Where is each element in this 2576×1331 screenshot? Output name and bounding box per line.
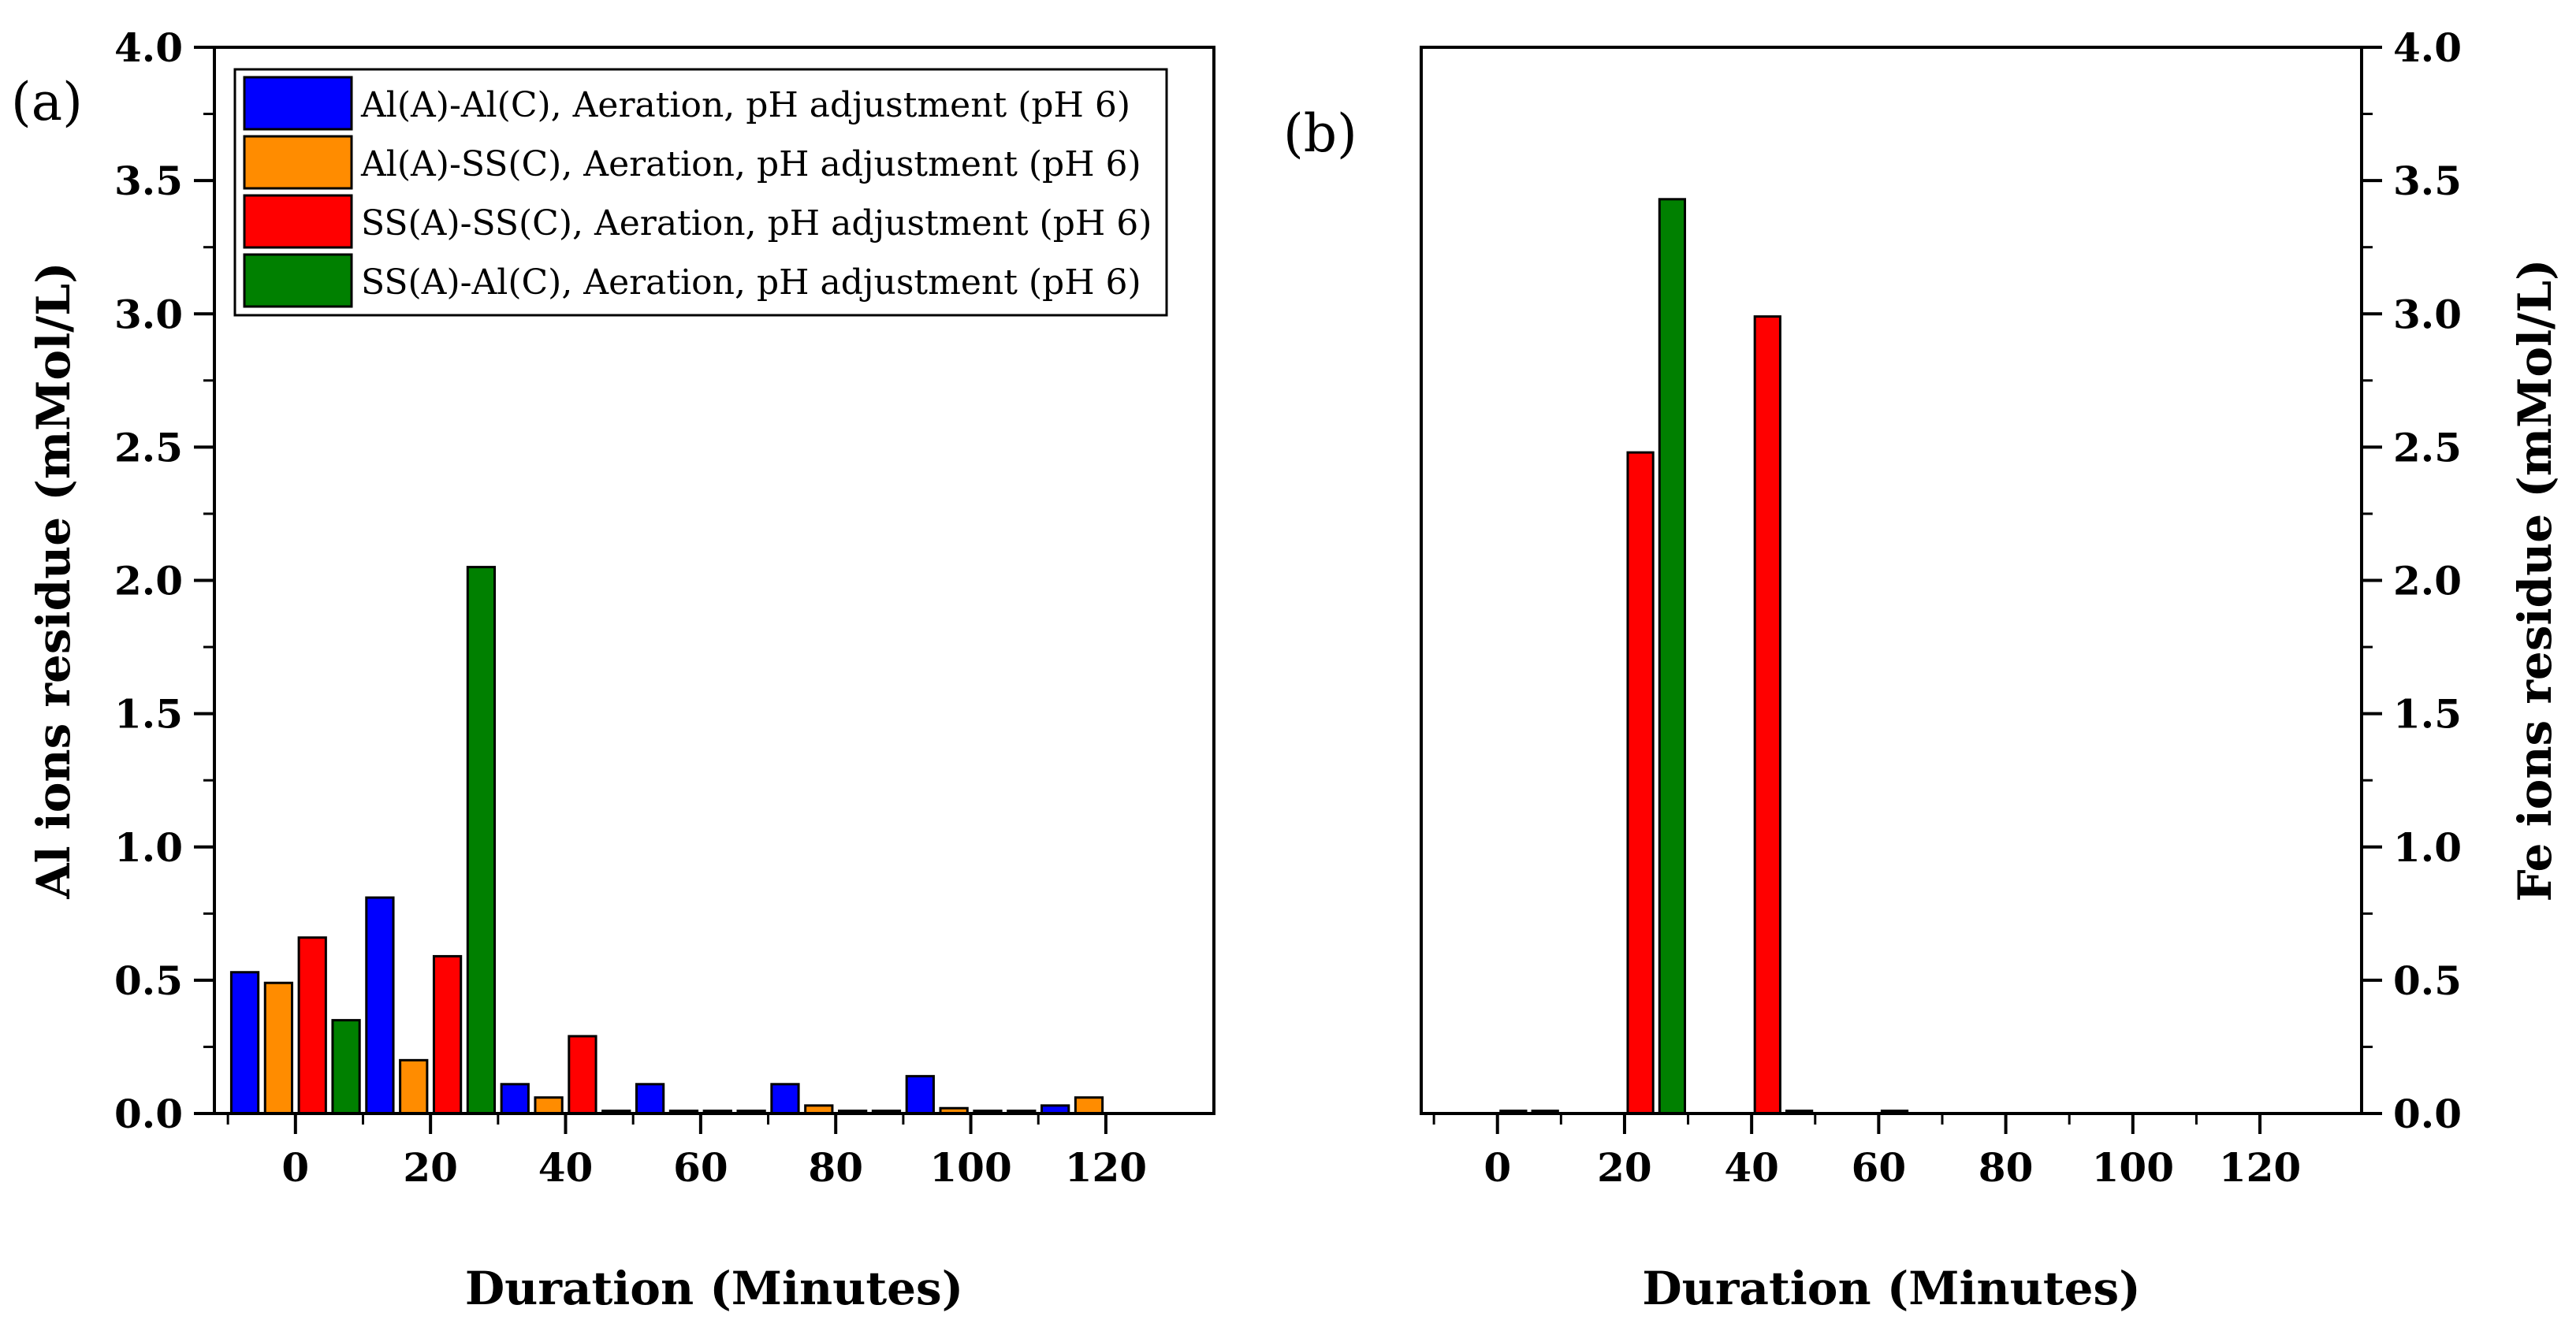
- x-tick-label: 0: [1483, 1144, 1511, 1191]
- y-tick-label: 1.5: [114, 691, 183, 738]
- y-tick-label: 0.0: [2393, 1091, 2462, 1137]
- y-tick-label: 3.5: [2393, 158, 2462, 204]
- bar-4-0: [331, 1019, 361, 1115]
- bar-3-20: [432, 954, 463, 1115]
- y-tick-label: 0.5: [114, 957, 183, 1004]
- bar-4-20: [466, 566, 497, 1115]
- bar-1-100: [905, 1075, 935, 1115]
- legend-entries: Al(A)-Al(C), Aeration, pH adjustment (pH…: [243, 76, 1152, 308]
- x-tick-label: 120: [1065, 1144, 1147, 1191]
- legend-box: [233, 68, 1168, 317]
- panel-b-plot-frame: [1420, 46, 2363, 1115]
- bar-1-40: [500, 1083, 530, 1115]
- bar-1-20: [365, 896, 395, 1115]
- x-tick-label: 60: [1852, 1144, 1907, 1191]
- legend-swatch-3: [243, 194, 353, 249]
- panel-a: 0 20 40 60 80 100 120 0.0 0.5 1.0 1.5 2.0 2.5 3.0 3.5…: [11, 24, 1215, 1315]
- bar-3-20: [1626, 451, 1655, 1115]
- panel-a-x-ticks: 0 20 40 60 80 100 120: [226, 1114, 1147, 1191]
- x-tick-label: 100: [2092, 1144, 2174, 1191]
- panel-b-x-axis-title: Duration (Minutes): [1642, 1262, 2140, 1315]
- x-tick-label: 40: [538, 1144, 594, 1191]
- y-tick-label: 3.0: [114, 291, 183, 337]
- x-tick-label: 0: [281, 1144, 309, 1191]
- y-tick-label: 0.5: [2393, 957, 2462, 1004]
- y-tick-label: 0.0: [114, 1091, 183, 1137]
- x-tick-label: 80: [1979, 1144, 2034, 1191]
- bar-3-40: [1753, 315, 1781, 1115]
- panel-a-y-axis-title: Al ions residue (mMol/L): [27, 262, 80, 899]
- x-tick-label: 20: [1597, 1144, 1652, 1191]
- panel-a-bars: [229, 566, 1104, 1115]
- panel-b: 0 20 40 60 80 100 120 0.0 0.5 1.0 1.5 2.0 2.5 3.0 3.5…: [1283, 24, 2562, 1315]
- y-tick-label: 1.0: [114, 824, 183, 871]
- legend-swatch-2: [243, 135, 353, 190]
- y-tick-label: 4.0: [114, 24, 183, 71]
- x-tick-label: 80: [808, 1144, 863, 1191]
- y-tick-label: 4.0: [2393, 24, 2462, 71]
- y-tick-label: 1.5: [2393, 691, 2462, 738]
- legend-swatch-4: [243, 253, 353, 308]
- bar-3-40: [568, 1035, 597, 1115]
- legend-label-4: SS(A)-Al(C), Aeration, pH adjustment (pH…: [361, 262, 1141, 303]
- bar-1-60: [635, 1083, 665, 1115]
- y-tick-label: 2.0: [114, 558, 183, 604]
- x-tick-label: 20: [403, 1144, 458, 1191]
- y-tick-label: 1.0: [2393, 824, 2462, 871]
- legend-label-2: Al(A)-SS(C), Aeration, pH adjustment (pH…: [360, 144, 1141, 184]
- x-tick-label: 60: [673, 1144, 728, 1191]
- panel-b-x-ticks: 0 20 40 60 80 100 120: [1432, 1114, 2301, 1191]
- y-tick-label: 2.5: [114, 424, 183, 470]
- y-tick-label: 3.0: [2393, 291, 2462, 337]
- panel-b-y-axis-title: Fe ions residue (mMol/L): [2508, 259, 2562, 902]
- y-tick-label: 3.5: [114, 158, 183, 204]
- bar-3-0: [297, 936, 327, 1115]
- panel-a-x-axis-title: Duration (Minutes): [465, 1262, 963, 1315]
- legend-swatch-1: [243, 76, 353, 131]
- bar-2-20: [399, 1058, 429, 1115]
- panel-a-y-ticks: 0.0 0.5 1.0 1.5 2.0 2.5 3.0 3.5 4.0: [114, 24, 214, 1137]
- y-tick-label: 2.5: [2393, 424, 2462, 470]
- x-tick-label: 40: [1724, 1144, 1779, 1191]
- legend-label-3: SS(A)-SS(C), Aeration, pH adjustment (pH…: [361, 203, 1152, 244]
- panel-b-bars: [1499, 198, 1909, 1115]
- bar-2-120: [1074, 1096, 1104, 1115]
- x-tick-label: 120: [2219, 1144, 2301, 1191]
- y-tick-label: 2.0: [2393, 558, 2462, 604]
- panel-b-label: (b): [1283, 103, 1357, 164]
- legend-label-1: Al(A)-Al(C), Aeration, pH adjustment (pH…: [360, 85, 1130, 125]
- bar-1-0: [229, 971, 260, 1115]
- legend: Al(A)-Al(C), Aeration, pH adjustment (pH…: [233, 68, 1168, 317]
- panel-a-label: (a): [11, 72, 83, 132]
- bar-2-40: [534, 1096, 564, 1115]
- panel-b-y-ticks: 0.0 0.5 1.0 1.5 2.0 2.5 3.0 3.5 4.0: [2362, 24, 2462, 1137]
- bar-2-0: [263, 981, 294, 1115]
- bar-1-80: [770, 1083, 800, 1115]
- bar-4-20: [1658, 198, 1687, 1115]
- x-tick-label: 100: [929, 1144, 1011, 1191]
